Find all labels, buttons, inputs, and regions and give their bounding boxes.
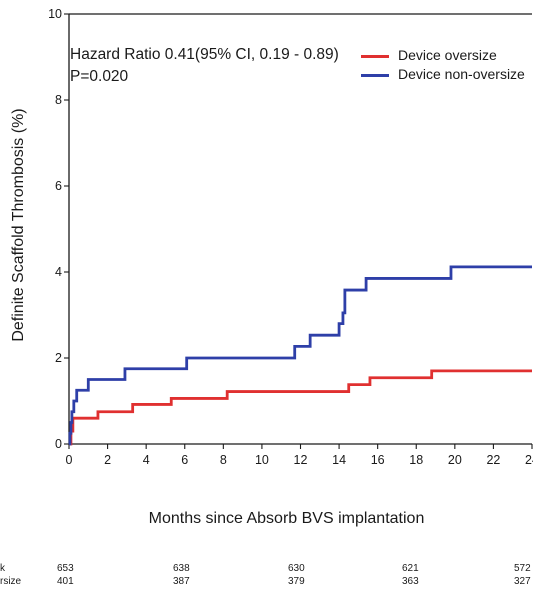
ticks: 0246810121416182022240246810 — [48, 7, 533, 467]
x-tick-label-0: 0 — [66, 453, 73, 467]
risk-row-1-value-18: 621 — [402, 563, 419, 574]
series-line-non-oversize — [68, 265, 532, 446]
x-tick-label-16: 16 — [371, 453, 385, 467]
x-tick-label-24: 24 — [525, 453, 533, 467]
y-tick-label-4: 4 — [55, 265, 62, 279]
series-lines — [68, 265, 532, 446]
risk-row-2-value-6: 387 — [173, 576, 190, 587]
x-tick-label-20: 20 — [448, 453, 462, 467]
legend-swatch-non-oversize — [361, 74, 389, 77]
x-tick-label-2: 2 — [104, 453, 111, 467]
x-tick-label-14: 14 — [332, 453, 346, 467]
risk-row-2-value-12: 379 — [288, 576, 305, 587]
series-line-oversize — [69, 369, 532, 446]
legend-swatch-oversize — [361, 55, 389, 58]
risk-row-2-value-24: 327 — [514, 576, 531, 587]
risk-row-1-value-12: 630 — [288, 563, 305, 574]
p-value-annotation: P=0.020 — [70, 68, 129, 85]
x-tick-label-18: 18 — [409, 453, 423, 467]
y-tick-label-8: 8 — [55, 93, 62, 107]
y-tick-label-6: 6 — [55, 179, 62, 193]
x-tick-label-22: 22 — [486, 453, 500, 467]
y-tick-label-10: 10 — [48, 7, 62, 21]
legend-label-non-oversize: Device non-oversize — [398, 66, 525, 82]
risk-row-1-value-24: 572 — [514, 563, 531, 574]
x-tick-label-12: 12 — [294, 453, 308, 467]
legend-label-oversize: Device oversize — [398, 47, 497, 63]
y-tick-label-0: 0 — [55, 437, 62, 451]
risk-row-1-label: k — [0, 563, 5, 574]
hazard-ratio-annotation: Hazard Ratio 0.41(95% CI, 0.19 - 0.89) — [70, 46, 339, 63]
x-tick-label-4: 4 — [143, 453, 150, 467]
risk-row-2-value-0: 401 — [57, 576, 74, 587]
x-tick-label-6: 6 — [181, 453, 188, 467]
risk-row-1-value-6: 638 — [173, 563, 190, 574]
risk-row-1-value-0: 653 — [57, 563, 74, 574]
x-tick-label-10: 10 — [255, 453, 269, 467]
y-axis-label: Definite Scaffold Thrombosis (%) — [10, 108, 27, 342]
risk-row-2-value-18: 363 — [402, 576, 419, 587]
x-tick-label-8: 8 — [220, 453, 227, 467]
risk-row-2-label: rsize — [0, 576, 22, 587]
x-axis-label: Months since Absorb BVS implantation — [148, 510, 425, 527]
y-tick-label-2: 2 — [55, 351, 62, 365]
